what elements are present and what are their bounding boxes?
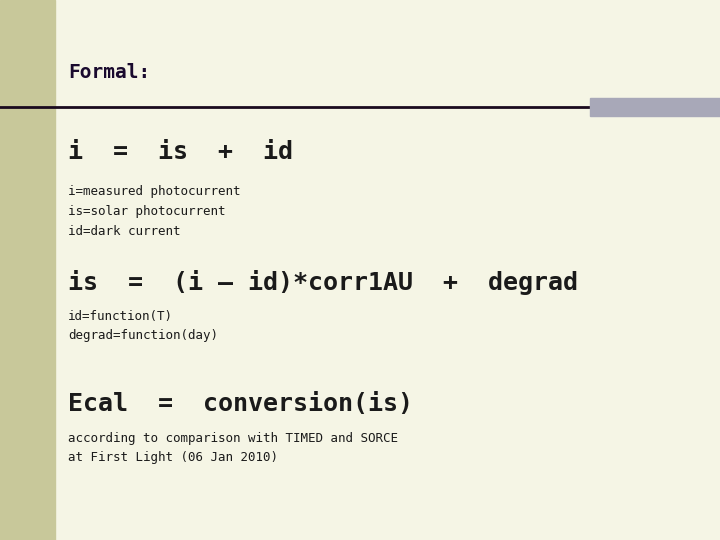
Text: Formal:: Formal:	[68, 63, 150, 82]
Bar	[0, 0, 55, 540]
Text: is  =  (i – id)*corr1AU  +  degrad: is = (i – id)*corr1AU + degrad	[68, 270, 578, 295]
Text: i  =  is  +  id: i = is + id	[68, 140, 293, 164]
Text: degrad=function(day): degrad=function(day)	[68, 329, 218, 342]
Text: Ecal  =  conversion(is): Ecal = conversion(is)	[68, 392, 413, 416]
Text: id=function(T): id=function(T)	[68, 310, 173, 323]
Text: at First Light (06 Jan 2010): at First Light (06 Jan 2010)	[68, 451, 278, 464]
Text: i=measured photocurrent: i=measured photocurrent	[68, 185, 240, 198]
Text: is=solar photocurrent: is=solar photocurrent	[68, 205, 225, 218]
Text: according to comparison with TIMED and SORCE: according to comparison with TIMED and S…	[68, 432, 398, 445]
Text: id=dark current: id=dark current	[68, 225, 181, 238]
Bar	[590, 98, 720, 116]
